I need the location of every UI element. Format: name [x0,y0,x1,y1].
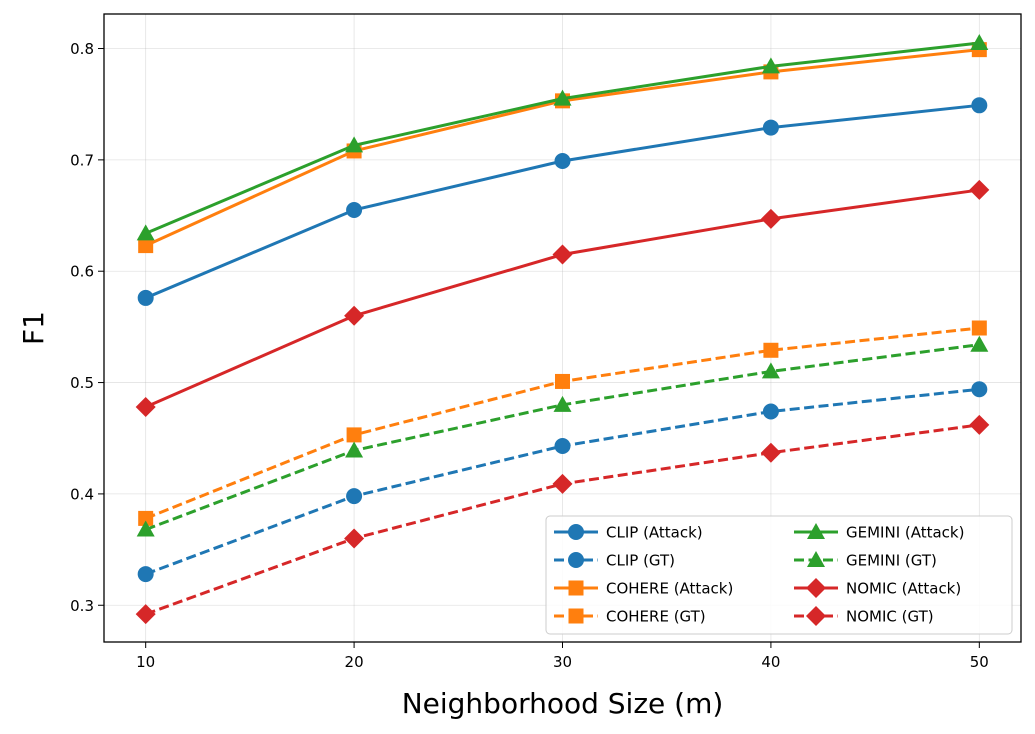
legend-item-gemini-attack: GEMINI (Attack) [794,523,964,542]
data-point-clip-gt [554,438,571,455]
legend-item-cohere-attack: COHERE (Attack) [554,580,733,598]
data-point-clip-gt [137,566,154,583]
y-tick-label: 0.5 [70,374,94,392]
legend-label: NOMIC (GT) [846,608,934,626]
legend-item-nomic-gt: NOMIC (GT) [794,606,934,626]
data-point-nomic-gt [760,442,781,463]
data-point-nomic-attack [969,179,990,200]
legend-box [545,515,1013,635]
data-point-gemini-gt [553,395,572,412]
y-tick-label: 0.8 [70,40,94,58]
legend-marker [806,578,826,598]
x-tick-label: 20 [345,653,364,671]
y-tick-label: 0.7 [70,151,94,169]
legend-label: CLIP (GT) [606,552,675,570]
y-tick-label: 0.4 [70,485,94,503]
legend-item-cohere-gt: COHERE (GT) [554,608,706,626]
data-point-gemini-attack [553,89,572,106]
data-point-gemini-gt [970,335,989,352]
legend-marker [568,608,584,624]
data-point-gemini-gt [761,362,780,379]
series-gemini-gt [136,335,989,537]
data-point-nomic-attack [552,244,573,265]
data-point-cohere-gt [971,320,987,336]
legend-label: NOMIC (Attack) [846,580,961,598]
x-axis-title: Neighborhood Size (m) [402,687,724,720]
data-point-gemini-gt [136,520,155,537]
data-point-nomic-attack [344,305,365,326]
x-tick-label: 30 [553,653,572,671]
data-point-nomic-gt [135,604,156,625]
legend-label: COHERE (GT) [606,608,706,626]
y-tick-label: 0.3 [70,597,94,615]
y-tick-label: 0.6 [70,263,94,281]
legend-item-nomic-attack: NOMIC (Attack) [794,578,961,598]
data-point-cohere-gt [138,510,154,526]
legend-marker [568,552,584,568]
series-clip-gt [137,381,988,583]
data-point-gemini-attack [970,33,989,50]
series-gemini-attack [136,33,989,241]
legend-item-clip-attack: CLIP (Attack) [554,524,703,542]
x-tick-label: 50 [970,653,989,671]
legend-marker [807,523,825,539]
series-nomic-gt [135,414,990,625]
data-point-nomic-attack [760,208,781,229]
data-point-gemini-attack [761,57,780,74]
series-cohere-gt [138,320,987,526]
data-point-clip-gt [971,381,988,398]
data-point-clip-attack [346,201,363,218]
legend-item-clip-gt: CLIP (GT) [554,552,675,570]
data-point-cohere-attack [138,238,154,254]
legend-label: GEMINI (GT) [846,552,937,570]
legend-label: GEMINI (Attack) [846,524,964,542]
data-point-gemini-attack [136,224,155,241]
x-tick-label: 10 [136,653,155,671]
data-point-clip-gt [762,403,779,420]
series-clip-attack [137,97,988,306]
data-point-nomic-gt [344,528,365,549]
data-point-nomic-gt [969,414,990,435]
data-point-cohere-gt [346,427,362,443]
legend-marker [806,606,826,626]
data-point-gemini-attack [345,136,364,153]
series-nomic-attack [135,179,990,418]
legend-marker [807,551,825,567]
legend-marker [568,524,584,540]
x-tick-label: 40 [761,653,780,671]
data-point-nomic-gt [552,473,573,494]
series-layer [135,33,990,625]
data-point-cohere-gt [763,342,779,358]
legend-item-gemini-gt: GEMINI (GT) [794,551,937,570]
ticks: 10 20 30 40 50 0.3 0.4 0.5 0.6 0.7 0.8 [70,40,989,671]
data-point-clip-attack [971,97,988,114]
data-point-gemini-gt [345,441,364,458]
legend-marker [568,580,584,596]
data-point-clip-attack [762,119,779,136]
data-point-clip-attack [137,289,154,306]
data-point-clip-attack [554,152,571,169]
data-point-nomic-attack [135,397,156,418]
y-axis-title: F1 [17,311,50,345]
data-point-clip-gt [346,488,363,505]
legend: CLIP (Attack) CLIP (GT) COHERE (Attack) COH… [545,515,1013,635]
legend-label: CLIP (Attack) [606,524,703,542]
legend-label: COHERE (Attack) [606,580,733,598]
data-point-cohere-gt [555,373,570,389]
